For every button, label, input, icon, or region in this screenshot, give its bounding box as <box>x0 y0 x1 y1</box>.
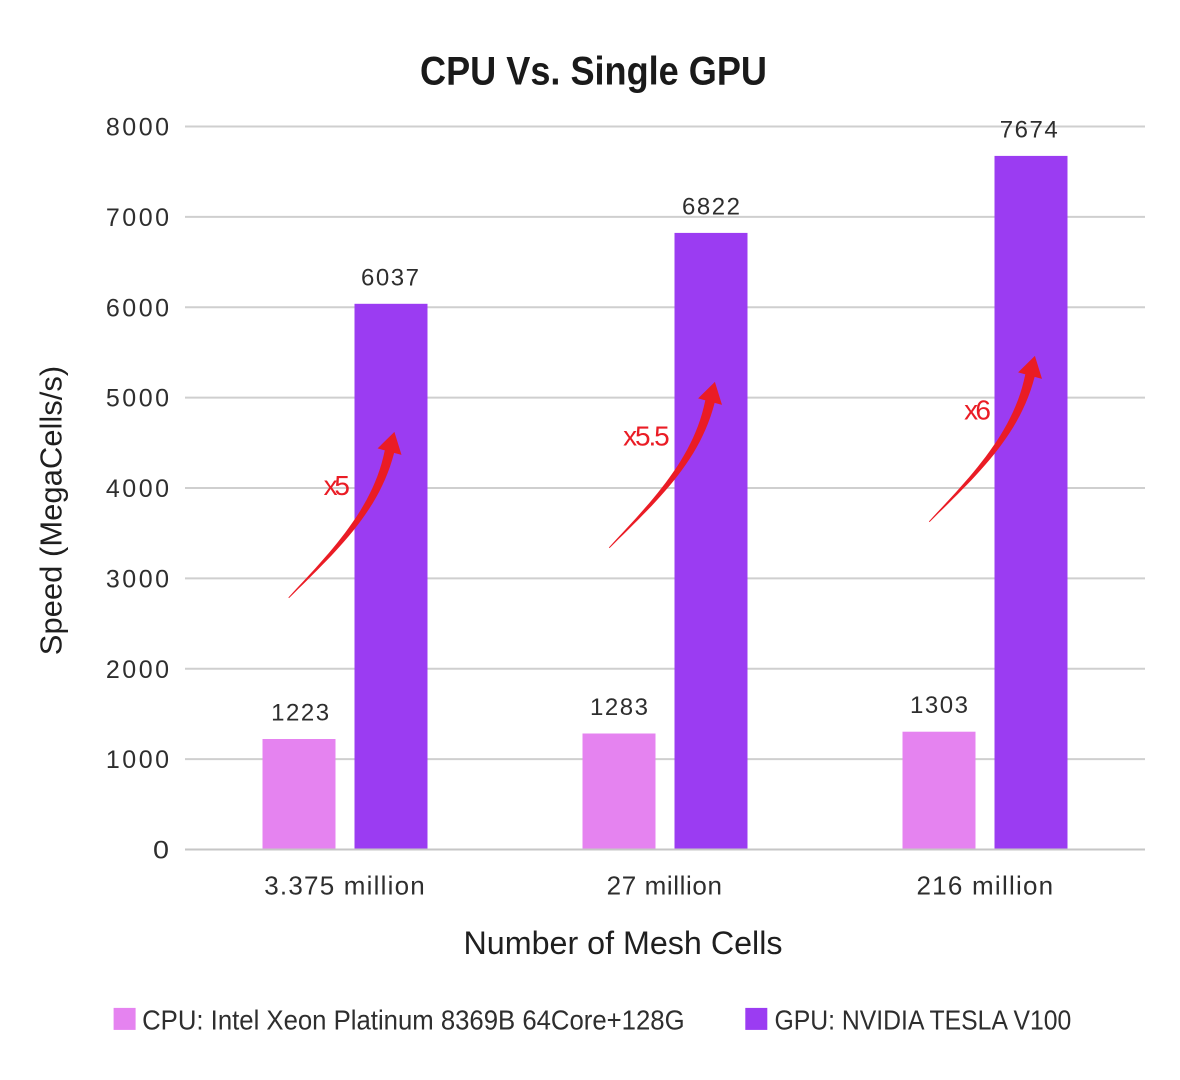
svg-text:2000: 2000 <box>106 656 169 684</box>
svg-text:1303: 1303 <box>910 692 968 719</box>
svg-text:6037: 6037 <box>361 264 419 291</box>
svg-text:1283: 1283 <box>590 694 648 721</box>
svg-text:0: 0 <box>153 836 169 864</box>
svg-text:4000: 4000 <box>106 475 169 503</box>
svg-text:x5.5: x5.5 <box>623 420 670 451</box>
svg-text:1000: 1000 <box>106 746 169 774</box>
svg-text:8000: 8000 <box>106 114 169 142</box>
svg-text:6822: 6822 <box>682 193 740 220</box>
svg-text:216 million: 216 million <box>916 871 1053 901</box>
svg-text:6000: 6000 <box>106 294 169 322</box>
svg-text:3.375 million: 3.375 million <box>264 871 425 901</box>
svg-text:Speed (MegaCells/s): Speed (MegaCells/s) <box>34 366 69 655</box>
svg-text:CPU Vs. Single GPU: CPU Vs. Single GPU <box>420 49 767 93</box>
svg-text:x6: x6 <box>964 394 991 425</box>
svg-text:27 million: 27 million <box>607 871 722 901</box>
svg-text:1223: 1223 <box>271 700 329 727</box>
svg-text:CPU: Intel Xeon Platinum 8369B: CPU: Intel Xeon Platinum 8369B 64Core+12… <box>142 1004 685 1035</box>
svg-text:7674: 7674 <box>1000 116 1058 143</box>
svg-text:Number of Mesh Cells: Number of Mesh Cells <box>464 925 783 961</box>
svg-text:5000: 5000 <box>106 385 169 413</box>
svg-text:7000: 7000 <box>106 204 169 232</box>
svg-text:GPU: NVIDIA TESLA V100: GPU: NVIDIA TESLA V100 <box>775 1004 1072 1035</box>
svg-text:x5: x5 <box>324 470 350 501</box>
svg-text:3000: 3000 <box>106 566 169 594</box>
